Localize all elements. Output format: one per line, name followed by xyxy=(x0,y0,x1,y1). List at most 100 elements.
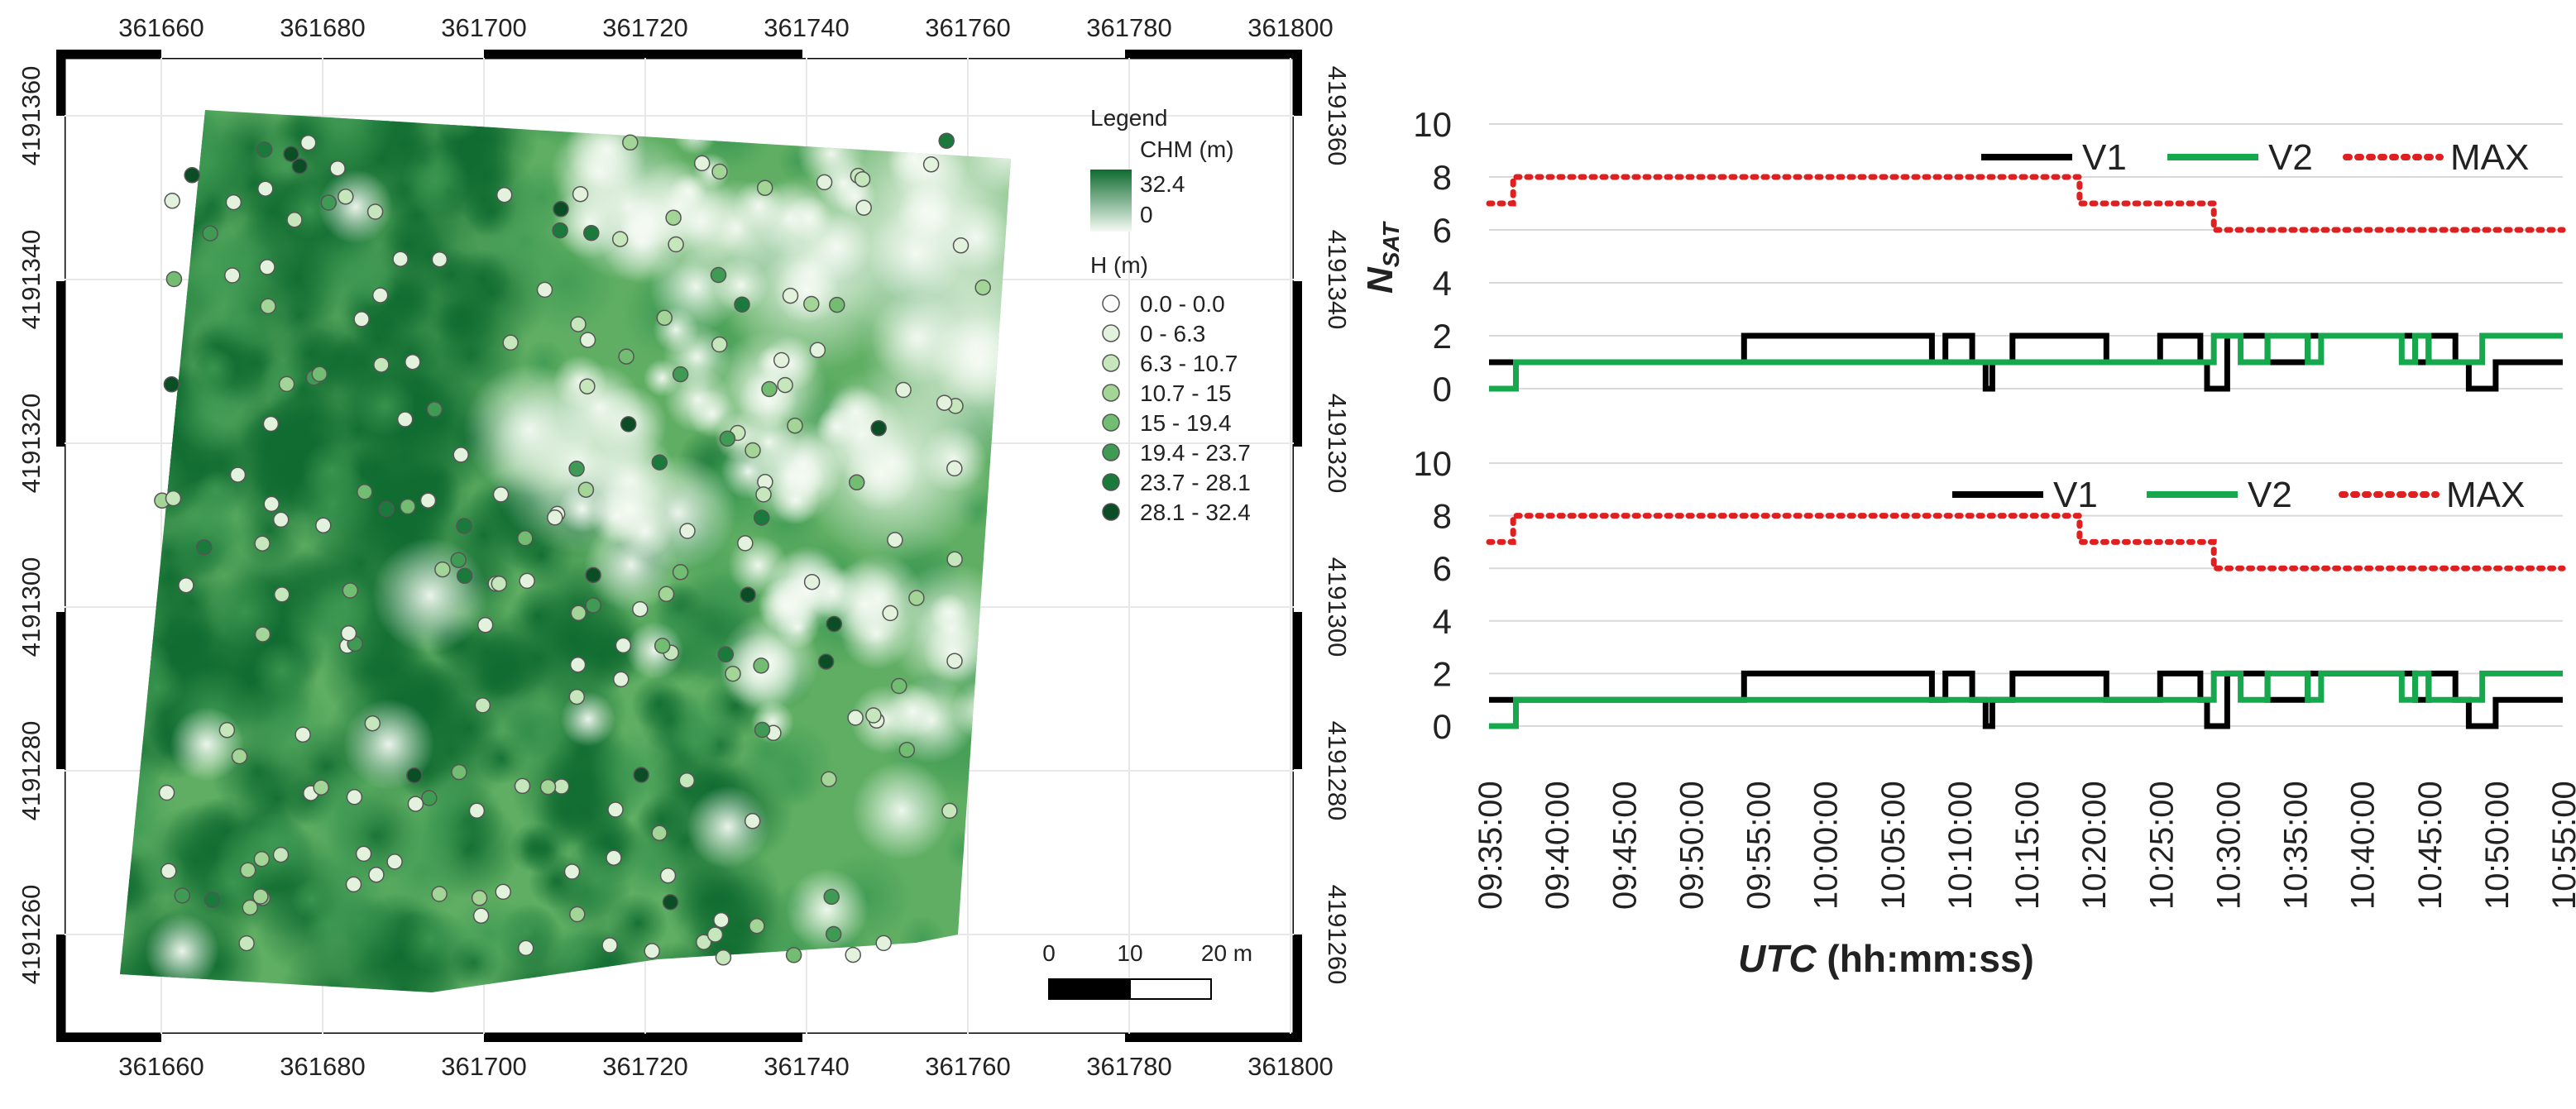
tree-point xyxy=(706,926,724,943)
tree-point xyxy=(633,767,649,783)
tree-point xyxy=(745,442,761,459)
tree-point xyxy=(456,567,473,585)
tree-point xyxy=(809,342,826,359)
series-line-v2 xyxy=(1489,332,2563,392)
legend-class-swatch xyxy=(1102,354,1120,372)
tree-point xyxy=(450,552,467,568)
tree-point xyxy=(755,486,772,503)
tree-point xyxy=(536,281,553,299)
map-y-tick-label-left: 4191340 xyxy=(17,230,45,330)
tree-point xyxy=(496,186,513,203)
tree-point xyxy=(572,185,589,203)
tree-point xyxy=(405,353,421,370)
map-x-tick-label-top: 361680 xyxy=(280,13,365,42)
legend-class-swatch xyxy=(1102,324,1120,342)
tree-point xyxy=(658,586,675,603)
tree-point xyxy=(406,767,423,784)
tree-point xyxy=(160,863,177,880)
tree-point xyxy=(829,296,845,313)
tree-point xyxy=(898,741,916,758)
tree-point xyxy=(225,194,242,211)
tree-point xyxy=(291,158,309,174)
map-x-ticks-top: 361660 361680 361700 361720 361740 361760 3617… xyxy=(118,13,1333,42)
tree-point xyxy=(178,576,194,594)
tree-point xyxy=(471,890,488,906)
legend-class-item: 6.3 - 10.7 xyxy=(1102,351,1238,376)
tree-point xyxy=(315,517,332,534)
tree-point xyxy=(366,203,384,220)
tree-point xyxy=(371,287,389,304)
tree-point xyxy=(713,911,730,929)
tree-point xyxy=(651,454,668,471)
tree-point xyxy=(570,605,587,622)
tree-point xyxy=(491,575,508,592)
tree-point xyxy=(854,170,871,188)
tree-point xyxy=(431,886,448,902)
legend-class-item: 15 - 19.4 xyxy=(1102,410,1232,436)
map-x-tick-label-bottom: 361720 xyxy=(602,1052,687,1081)
tree-point xyxy=(239,862,256,878)
chart-x-tick-label: 10:35:00 xyxy=(2278,781,2315,910)
tree-point xyxy=(816,174,833,191)
tree-point xyxy=(218,722,236,739)
tree-point xyxy=(568,688,586,705)
tree-point xyxy=(431,251,448,268)
legend-h-title: H (m) xyxy=(1090,252,1148,278)
tree-point xyxy=(364,715,381,732)
tree-point xyxy=(777,376,793,394)
tree-point xyxy=(612,671,630,688)
tree-point xyxy=(456,518,472,534)
tree-point xyxy=(262,415,280,433)
tree-point xyxy=(426,401,443,418)
tree-point xyxy=(756,179,773,196)
tree-point xyxy=(434,561,451,578)
tree-point xyxy=(946,460,963,477)
tree-point xyxy=(260,298,276,315)
map-x-tick-label-bottom: 361740 xyxy=(764,1052,849,1081)
chart-y-tick-label: 4 xyxy=(1433,264,1452,303)
legend-label-v1: V1 xyxy=(2082,137,2127,178)
tree-point xyxy=(517,939,534,957)
tree-point xyxy=(474,697,491,714)
tree-point xyxy=(400,498,416,515)
x-axis-label: UTC (hh:mm:ss) xyxy=(1738,937,2034,980)
tree-point xyxy=(514,777,531,795)
map-y-tick-label-left: 4191320 xyxy=(17,394,45,494)
tree-point xyxy=(355,845,372,863)
tree-point xyxy=(257,180,274,197)
tree-point xyxy=(195,538,213,556)
tree-point xyxy=(908,590,925,606)
tree-point xyxy=(855,199,872,216)
x-tick-labels: 09:35:00 09:40:00 09:45:00 09:50:00 09:55:00… xyxy=(1472,781,2576,910)
tree-point xyxy=(299,134,317,151)
tree-point xyxy=(941,802,958,820)
series-line-v1 xyxy=(1489,332,2563,392)
legend-class-swatch xyxy=(1102,413,1120,432)
tree-point xyxy=(952,237,970,254)
tree-point xyxy=(313,779,329,796)
map-frame-border xyxy=(56,50,1302,1042)
tree-point xyxy=(468,802,486,820)
chart-x-tick-label: 09:45:00 xyxy=(1606,781,1643,910)
legend-label-v1: V1 xyxy=(2053,475,2098,515)
tree-point xyxy=(601,937,618,954)
tree-point xyxy=(585,566,601,584)
map-x-ticks-bottom: 361660 361680 361700 361720 361740 361760 3617… xyxy=(118,1052,1333,1081)
tree-point xyxy=(744,813,761,829)
chart-y-tick-label: 0 xyxy=(1433,707,1452,746)
tree-point xyxy=(749,917,765,935)
legend-class-item: 10.7 - 15 xyxy=(1102,380,1232,406)
legend-title: Legend xyxy=(1090,105,1167,131)
legend-class-label: 15 - 19.4 xyxy=(1140,410,1232,436)
map-y-tick-label-left: 4191260 xyxy=(17,885,45,985)
map-y-tick-label-right: 4191280 xyxy=(1323,721,1352,821)
map-y-ticks-right: 4191360 4191340 4191320 4191300 4191280 41912… xyxy=(1323,66,1352,985)
chart-x-tick-label: 10:20:00 xyxy=(2076,781,2113,910)
tree-point xyxy=(620,416,637,433)
chart-legend-item-max: MAX xyxy=(2343,137,2529,178)
tree-point xyxy=(659,867,677,884)
tree-point xyxy=(821,771,837,787)
tree-point xyxy=(754,721,771,739)
tree-point xyxy=(203,892,221,908)
map-x-tick-label-top: 361660 xyxy=(118,13,203,42)
